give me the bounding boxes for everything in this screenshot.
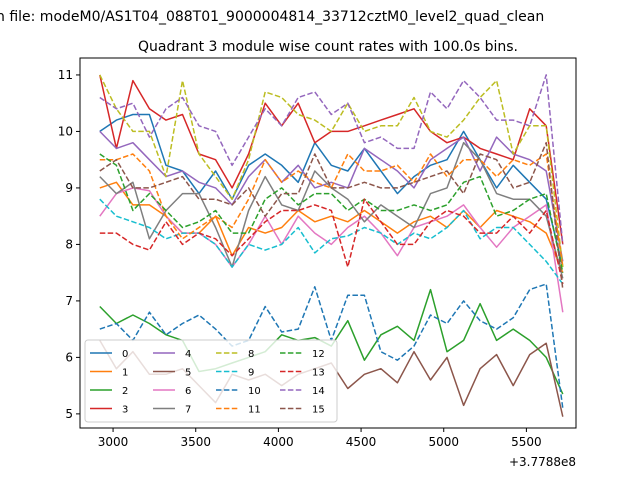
- legend-frame: [84, 339, 338, 423]
- legend-item-13: 13: [280, 368, 325, 379]
- y-tick-label: 7: [65, 294, 73, 308]
- legend-item-9: 9: [216, 368, 254, 379]
- legend-label: 9: [248, 368, 254, 379]
- legend-label: 6: [185, 386, 191, 397]
- legend-item-3: 3: [90, 405, 128, 416]
- x-tick-label: 5500: [511, 435, 542, 449]
- figure-suptitle: n file: modeM0/AS1T04_088T01_9000004814_…: [0, 9, 544, 25]
- legend-item-14: 14: [280, 386, 325, 397]
- series-line-8: [99, 74, 564, 268]
- legend-label: 11: [248, 405, 261, 416]
- x-tick-label: 4000: [263, 435, 294, 449]
- legend-label: 8: [248, 349, 254, 360]
- axes-frame: [79, 57, 577, 429]
- legend-item-0: 0: [90, 349, 128, 360]
- y-tick-label: 11: [58, 68, 73, 82]
- series-line-13: [99, 198, 564, 285]
- legend-label: 1: [122, 368, 128, 379]
- legend-item-2: 2: [90, 386, 128, 397]
- series-line-9: [99, 198, 564, 285]
- legend-label: 2: [122, 386, 128, 397]
- legend-item-4: 4: [153, 349, 191, 360]
- legend-label: 4: [185, 349, 191, 360]
- series-line-12: [99, 153, 564, 273]
- y-axis: 5 6 7 8 9 10 11: [58, 68, 80, 421]
- chart-title: Quadrant 3 module wise count rates with …: [138, 39, 518, 55]
- x-tick-label: 3500: [180, 435, 211, 449]
- y-tick-label: 5: [65, 407, 73, 421]
- legend-label: 13: [312, 368, 325, 379]
- series-line-15: [99, 141, 564, 290]
- y-tick-label: 6: [65, 350, 73, 364]
- legend-item-7: 7: [153, 405, 191, 416]
- legend-item-11: 11: [216, 405, 261, 416]
- series-line-0: [99, 113, 564, 268]
- legend-item-8: 8: [216, 349, 254, 360]
- legend-label: 10: [248, 386, 261, 397]
- legend-label: 3: [122, 405, 128, 416]
- legend-item-12: 12: [280, 349, 325, 360]
- legend-label: 0: [122, 349, 128, 360]
- y-tick-label: 10: [58, 124, 73, 138]
- x-tick-label: 5000: [428, 435, 459, 449]
- legend-item-10: 10: [216, 386, 261, 397]
- y-tick-label: 8: [65, 237, 73, 251]
- series-line-6: [99, 187, 564, 313]
- x-axis: 3000 3500 4000 4500 5000 5500: [98, 428, 542, 449]
- legend-label: 12: [312, 349, 325, 360]
- series-line-14: [99, 74, 564, 245]
- legend-item-6: 6: [153, 386, 191, 397]
- legend-label: 14: [312, 386, 325, 397]
- x-tick-label: 4500: [346, 435, 377, 449]
- legend-label: 5: [185, 368, 191, 379]
- legend-item-5: 5: [153, 368, 191, 379]
- y-tick-label: 9: [65, 181, 73, 195]
- x-tick-label: 3000: [98, 435, 129, 449]
- x-axis-offset-label: +3.7788e8: [509, 455, 576, 469]
- series-line-4: [99, 130, 564, 262]
- legend-item-1: 1: [90, 368, 128, 379]
- legend-label: 7: [185, 405, 191, 416]
- legend-item-15: 15: [280, 405, 325, 416]
- legend-label: 15: [312, 405, 325, 416]
